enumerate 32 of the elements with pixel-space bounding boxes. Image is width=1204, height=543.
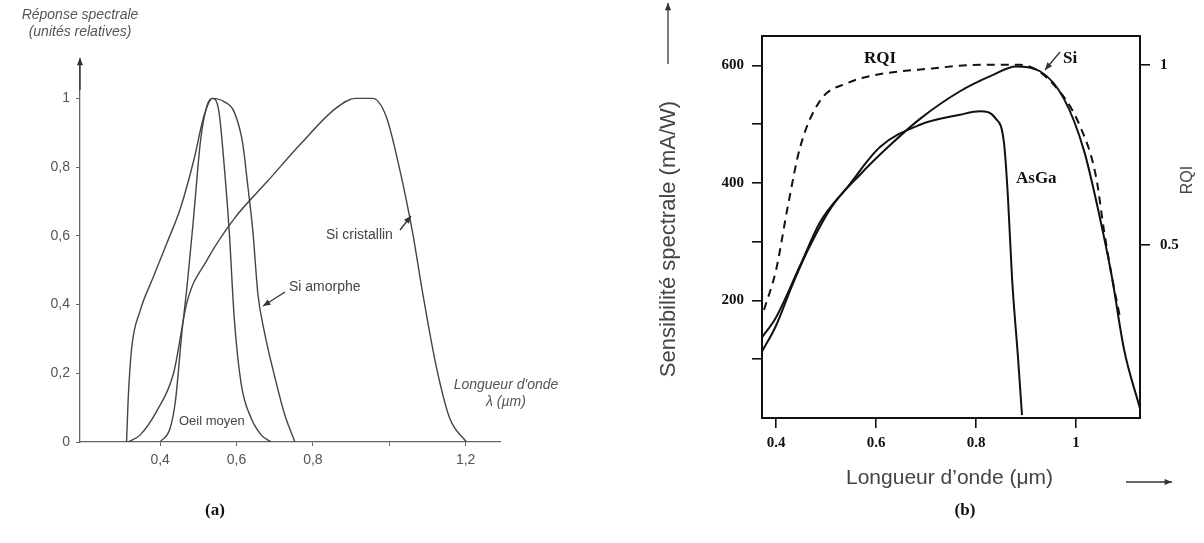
y-tick-label: 0,6 bbox=[50, 226, 71, 243]
text: (a) bbox=[205, 500, 225, 521]
y-tick-label: 600 bbox=[721, 56, 744, 73]
text: Si amorphe bbox=[289, 278, 361, 295]
text: (b) bbox=[954, 500, 976, 521]
x-axis-title: Longueur d'onde λ (µm) bbox=[452, 376, 560, 410]
x-tick-label: 0.8 bbox=[966, 433, 986, 450]
y2-tick-label: 1 bbox=[1160, 55, 1168, 72]
y-tick-label: 0 bbox=[62, 432, 71, 449]
x-tick-label: 0,8 bbox=[303, 451, 323, 468]
x-axis-title: Longueur d’onde (μm) bbox=[846, 464, 1054, 490]
series-label: Oeil moyen bbox=[179, 413, 245, 429]
x-tick-label: 0.4 bbox=[766, 433, 786, 450]
y-tick-label: 200 bbox=[721, 291, 744, 308]
y-tick-label: 1 bbox=[62, 89, 71, 106]
series-label: Si cristallin bbox=[326, 226, 393, 243]
y-axis-title: Réponse spectrale (unités relatives) bbox=[20, 6, 140, 40]
y-tick-label: 400 bbox=[721, 173, 744, 190]
y-axis-title: Sensibilité spectrale (mA/W) bbox=[654, 100, 681, 378]
x-tick-label: 0,4 bbox=[150, 451, 171, 468]
x-tick-label: 1,2 bbox=[455, 451, 476, 468]
series-label: RQI bbox=[864, 48, 897, 69]
series-label: Si bbox=[1063, 48, 1078, 69]
y2-axis-title: RQI bbox=[1177, 165, 1197, 195]
x-tick-label: 0.6 bbox=[866, 433, 886, 450]
y-tick-label: 0,2 bbox=[50, 364, 71, 381]
x-tick-label: 1 bbox=[1072, 433, 1080, 450]
y2-tick-label: 0.5 bbox=[1160, 235, 1179, 252]
x-tick-label: 0,6 bbox=[226, 451, 247, 468]
y-tick-label: 0,8 bbox=[50, 157, 71, 174]
series-label: AsGa bbox=[1016, 168, 1057, 189]
y-tick-label: 0,4 bbox=[50, 295, 71, 312]
